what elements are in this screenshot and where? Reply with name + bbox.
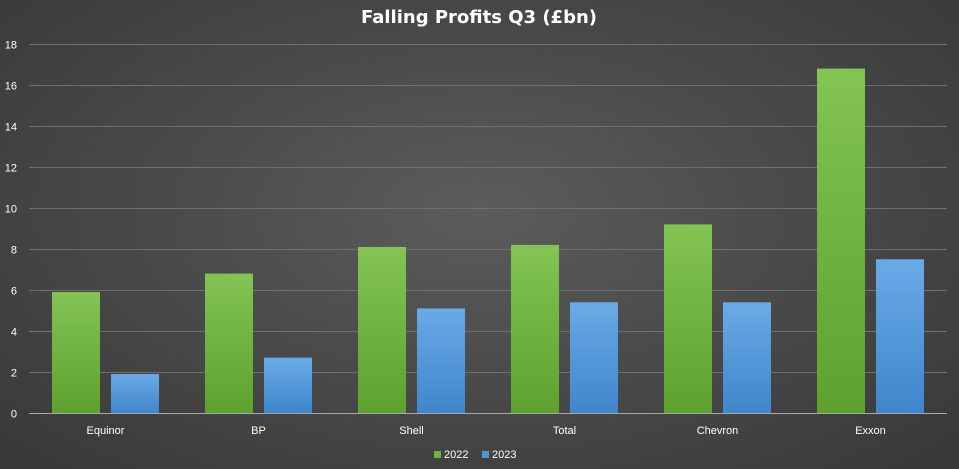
x-tick-label-exxon: Exxon [855, 425, 886, 437]
y-tick-label: 8 [11, 245, 17, 257]
bar-shell-2023 [417, 308, 465, 413]
bar-shell-2022 [358, 246, 406, 413]
y-tick-label: 6 [11, 286, 17, 298]
legend-swatch-2023 [482, 451, 489, 458]
bar-exxon-2022 [817, 68, 865, 413]
y-tick-label: 4 [11, 327, 17, 339]
y-tick-label: 16 [5, 81, 17, 93]
bar-bp-2022 [205, 273, 253, 413]
bar-exxon-2023 [876, 259, 924, 413]
bar-chevron-2023 [723, 302, 771, 413]
y-tick-label: 2 [11, 368, 17, 380]
bar-total-2023 [570, 302, 618, 413]
chart-title: Falling Profits Q3 (£bn) [361, 7, 597, 28]
legend: 2022 2023 [434, 449, 516, 461]
x-tick-label-shell: Shell [399, 425, 423, 437]
x-tick-label-total: Total [553, 425, 576, 437]
x-tick-label-bp: BP [251, 425, 266, 437]
y-tick-label: 18 [5, 40, 17, 52]
y-tick-label: 10 [5, 204, 17, 216]
y-tick-label: 12 [5, 163, 17, 175]
legend-label-2023: 2023 [492, 449, 516, 461]
x-tick-label-chevron: Chevron [697, 425, 739, 437]
bar-bp-2023 [264, 357, 312, 413]
x-tick-label-equinor: Equinor [87, 425, 125, 437]
y-axis-tick-labels: 0 2 4 6 8 10 12 14 16 18 [5, 40, 17, 421]
y-tick-label: 0 [11, 409, 17, 421]
bar-equinor-2022 [52, 292, 100, 413]
bar-equinor-2023 [111, 374, 159, 413]
bar-total-2022 [511, 244, 559, 413]
legend-swatch-2022 [434, 451, 441, 458]
y-tick-label: 14 [5, 122, 17, 134]
gridlines [29, 44, 947, 373]
legend-label-2022: 2022 [444, 449, 468, 461]
bars [52, 68, 924, 413]
x-axis-category-labels: Equinor BP Shell Total Chevron Exxon [87, 425, 886, 437]
bar-chevron-2022 [664, 224, 712, 413]
